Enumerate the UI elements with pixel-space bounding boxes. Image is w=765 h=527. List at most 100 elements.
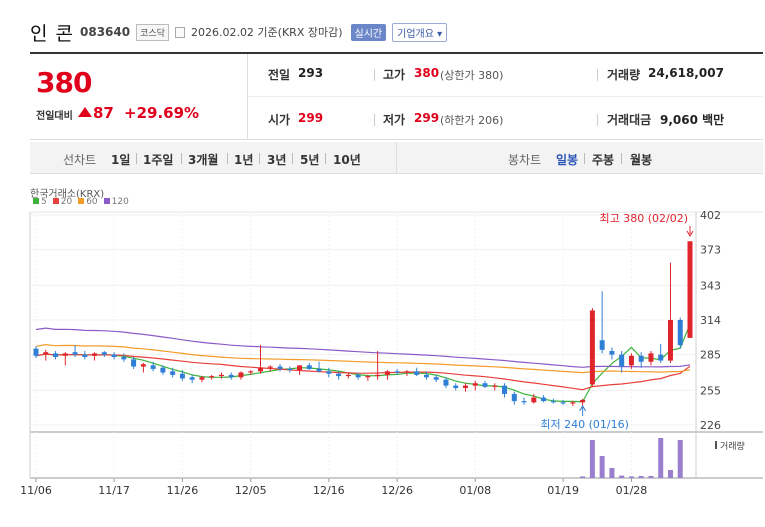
period-1d[interactable]: 1일 <box>111 153 131 167</box>
current-price: 380 <box>36 66 92 99</box>
candle-body <box>170 371 176 375</box>
candle-body <box>482 383 488 387</box>
candle-body <box>687 241 693 338</box>
candle-body <box>394 371 400 373</box>
candle-body <box>267 366 273 368</box>
divider <box>597 69 598 81</box>
volume-legend-mark <box>715 441 717 449</box>
period-1y[interactable]: 1년 <box>234 153 254 167</box>
candle-body <box>189 377 195 380</box>
divider <box>374 114 375 126</box>
x-tick-label: 12/26 <box>381 484 413 497</box>
y-tick-label: 343 <box>700 279 721 292</box>
volume-bar <box>619 475 625 478</box>
candle-body <box>365 376 371 378</box>
high-value: 380 <box>414 66 440 80</box>
candle-body <box>238 372 244 378</box>
candle-body <box>404 371 410 373</box>
volume-label: 거래량 <box>607 68 641 82</box>
y-tick-label: 314 <box>700 314 721 327</box>
candle-body <box>375 374 381 377</box>
ma-legend-60: 60 <box>78 197 98 207</box>
candle-monthly[interactable]: 월봉 <box>630 153 653 167</box>
period-1w[interactable]: 1주일 <box>143 153 174 167</box>
candle-body <box>336 373 342 377</box>
candle-body <box>492 385 498 387</box>
min-annotation: 최저 240 (01/16) <box>540 418 629 431</box>
document-icon <box>174 26 185 38</box>
prev-compare-label: 전일대비 <box>36 111 73 122</box>
corp-info-dropdown[interactable]: 기업개요 ▾ <box>392 22 448 42</box>
volume-bar <box>677 440 683 478</box>
divider <box>325 153 326 164</box>
candle-body <box>131 359 137 367</box>
candle-body <box>306 365 312 369</box>
toolbar-divider <box>396 142 397 174</box>
candle-body <box>609 351 615 355</box>
candle-body <box>248 371 254 373</box>
period-3m[interactable]: 3개월 <box>188 153 219 167</box>
y-tick-label: 285 <box>700 349 721 362</box>
candle-body <box>384 371 390 375</box>
y-tick-label: 402 <box>700 209 721 222</box>
candle-body <box>72 352 78 355</box>
y-tick-label: 226 <box>700 419 721 432</box>
candle-body <box>667 320 673 361</box>
divider <box>259 153 260 164</box>
ma-legend-20: 20 <box>52 197 72 207</box>
candle-body <box>287 368 293 371</box>
ma-legend: 5 20 60 120 <box>33 197 129 207</box>
candle-body <box>160 367 166 373</box>
candle-body <box>560 402 566 404</box>
realtime-button[interactable]: 실시간 <box>350 23 387 41</box>
price-box <box>30 54 248 140</box>
candle-body <box>619 354 625 367</box>
chart-grid <box>29 211 763 479</box>
candle-body <box>550 401 556 403</box>
max-annotation: 최고 380 (02/02) <box>599 212 688 225</box>
ma-legend-5: 5 <box>33 197 47 207</box>
candle-body <box>199 377 205 380</box>
candle-body <box>179 373 185 379</box>
candle-body <box>541 397 547 402</box>
period-3y[interactable]: 3년 <box>267 153 287 167</box>
candle-body <box>414 371 420 375</box>
candle-body <box>92 353 98 356</box>
period-10y[interactable]: 10년 <box>333 153 361 167</box>
candle-body <box>121 356 127 360</box>
divider <box>597 114 598 126</box>
divider <box>374 69 375 81</box>
volume-bar <box>658 438 664 478</box>
min-arrow-head <box>579 405 587 412</box>
candle-body <box>53 353 59 357</box>
candle-body <box>326 371 332 374</box>
line-chart-label: 선차트 <box>63 153 97 167</box>
volume-bar <box>648 476 654 478</box>
candle-body <box>599 340 605 350</box>
candle-body <box>531 397 537 403</box>
candle-body <box>150 365 156 369</box>
candle-body <box>209 376 215 378</box>
period-5y[interactable]: 5년 <box>300 153 320 167</box>
stock-code: 083640 <box>80 25 131 39</box>
candle-body <box>101 352 107 355</box>
candle-body <box>443 379 449 386</box>
candle-body <box>62 353 68 356</box>
open-value: 299 <box>298 111 324 125</box>
candle-body <box>218 374 224 377</box>
lower-limit: (하한가 206) <box>440 114 504 127</box>
candle-body <box>453 385 459 389</box>
amount-label: 거래대금 <box>607 113 652 127</box>
volume-bar <box>599 456 605 478</box>
stock-name: 인 콘 <box>30 22 74 45</box>
x-tick-label: 11/26 <box>167 484 199 497</box>
divider <box>292 153 293 164</box>
candle-body <box>433 377 439 380</box>
change-value: 87 <box>93 104 114 122</box>
x-tick-label: 12/16 <box>313 484 345 497</box>
candle-daily[interactable]: 일봉 <box>556 153 579 167</box>
candle-weekly[interactable]: 주봉 <box>592 153 615 167</box>
prev-close-label: 전일 <box>268 68 291 82</box>
ma-line-60 <box>35 343 691 374</box>
